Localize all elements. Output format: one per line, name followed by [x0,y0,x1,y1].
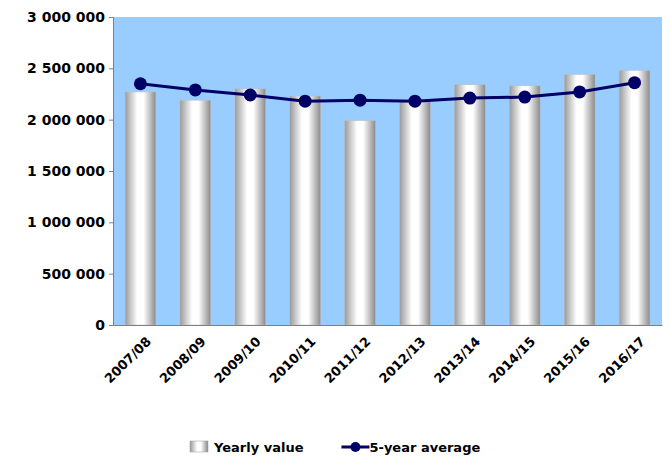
plot-background [113,17,662,325]
tick-label: 3 000 000 [27,9,105,25]
marker [463,92,476,105]
y-axis: 0 500 000 1 000 000 1 500 000 2 000 000 2 500… [27,9,113,333]
tick: 2015/16 [541,334,593,386]
tick-label: 2 500 000 [27,60,105,76]
chart: 0 500 000 1 000 000 1 500 000 2 000 000 2 500… [0,0,671,462]
tick: 2009/10 [211,334,263,386]
tick-label: 0 [95,317,105,333]
tick-label: 1 500 000 [27,163,105,179]
tick-mark [109,17,113,18]
tick-label: 2009/10 [211,334,263,386]
bar [345,121,376,325]
marker [244,89,257,102]
marker [354,94,367,107]
tick-label: 2010/11 [266,334,318,386]
bar [619,70,650,325]
bar [235,89,266,325]
tick-mark [109,274,113,275]
marker [573,85,586,98]
tick-label: 2011/12 [321,334,373,386]
bar [564,74,595,325]
bar [125,92,156,325]
tick-mark [109,171,113,172]
legend-item: 5-year average [341,440,480,455]
tick-mark [109,222,113,223]
tick: 2008/09 [156,334,208,386]
tick-mark [109,68,113,69]
axis-line [114,325,663,326]
tick: 1 500 000 [27,163,113,179]
bar [509,86,540,325]
tick-mark [109,120,113,121]
legend-swatch [190,441,208,452]
tick: 2014/15 [486,334,538,386]
tick: 2016/17 [596,334,648,386]
tick: 3 000 000 [27,9,113,25]
marks [125,70,650,325]
tick-label: 2016/17 [596,334,648,386]
x-axis: 2007/082008/092009/102010/112011/122012/… [102,326,663,387]
legend-marker [350,442,360,452]
legend: Yearly value 5-year average [190,440,480,455]
tick-label: 2012/13 [376,334,428,386]
legend-label: Yearly value [213,440,304,455]
tick: 2 500 000 [27,60,113,76]
legend-item: Yearly value [190,440,304,455]
bar [290,96,321,325]
tick: 2007/08 [102,334,154,386]
tick-label: 2008/09 [156,334,208,386]
tick-label: 2007/08 [102,334,154,386]
marker [189,83,202,96]
tick-label: 2015/16 [541,334,593,386]
legend-label: 5-year average [369,440,480,455]
bar [180,100,211,325]
tick: 2010/11 [266,334,318,386]
tick: 2 000 000 [27,112,113,128]
plot: 0 500 000 1 000 000 1 500 000 2 000 000 2 500… [27,9,662,386]
marker [134,77,147,90]
marker [299,95,312,108]
tick: 0 [95,317,113,333]
tick-label: 2014/15 [486,334,538,386]
tick: 1 000 000 [27,214,113,230]
marker [628,76,641,89]
axis-line [109,18,114,326]
tick-label: 2013/14 [431,334,483,386]
tick: 2012/13 [376,334,428,386]
tick: 2011/12 [321,334,373,386]
tick: 500 000 [42,266,113,282]
bar [400,101,431,325]
marker [408,95,421,108]
tick-label: 2 000 000 [27,112,105,128]
tick-mark [109,325,113,326]
tick-label: 1 000 000 [27,214,105,230]
marker [518,91,531,104]
bar [454,85,485,325]
line [140,83,634,101]
tick: 2013/14 [431,334,483,386]
tick-label: 500 000 [42,266,106,282]
